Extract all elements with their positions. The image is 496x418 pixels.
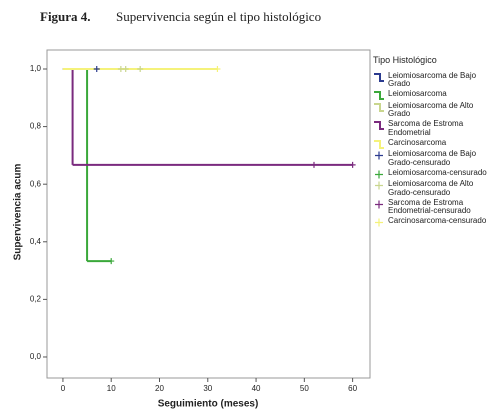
y-tick-label: 0,8 <box>30 122 42 131</box>
x-tick-label: 10 <box>107 384 116 393</box>
x-tick-label: 50 <box>300 384 309 393</box>
legend-label: Leiomiosarcoma de Bajo Grado <box>388 70 477 89</box>
legend-entry: Leiomiosarcoma <box>373 89 491 101</box>
legend-entry: Carcinosarcoma-censurado <box>373 217 491 227</box>
legend: Tipo Histológico Leiomiosarcoma de Bajo … <box>373 56 491 229</box>
censor-mark <box>93 66 100 73</box>
legend-symbol <box>374 121 384 131</box>
legend-entry: Sarcoma de Estroma Endometrial-censurado <box>373 197 491 216</box>
legend-entry: Leiomiosarcoma de Bajo Grado <box>373 70 491 89</box>
plot-area <box>46 49 371 379</box>
legend-swatch <box>374 139 384 149</box>
y-tick-label: 1,0 <box>30 64 42 73</box>
x-tick-label: 30 <box>203 384 212 393</box>
legend-label: Leiomiosarcoma de Alto Grado-censurado <box>388 179 474 197</box>
x-tick-label: 40 <box>252 384 261 393</box>
legend-swatch <box>375 200 383 209</box>
x-axis-label: Seguimiento (meses) <box>158 399 259 410</box>
legend-label: Sarcoma de Estroma Endometrial-censurado <box>388 197 471 216</box>
legend-entry: Sarcoma de Estroma Endometrial <box>373 119 491 137</box>
y-tick-label: 0,2 <box>30 294 42 303</box>
x-tick-label: 60 <box>348 384 357 393</box>
y-axis-label: Supervivencia acum <box>13 164 24 261</box>
censor-mark <box>214 66 221 73</box>
legend-symbol <box>374 102 384 112</box>
legend-symbol <box>375 200 383 209</box>
legend-label: Leiomiosarcoma de Bajo Grado-censurado <box>388 149 477 167</box>
censor-mark <box>310 161 317 168</box>
y-tick-label: 0,0 <box>30 352 42 361</box>
x-tick-label: 0 <box>61 384 66 393</box>
legend-symbol <box>374 91 384 101</box>
legend-symbol <box>374 139 384 149</box>
legend-label: Leiomiosarcoma de Alto Grado <box>388 100 474 119</box>
y-tick-label: 0,6 <box>30 179 42 188</box>
legend-entry: Leiomiosarcoma de Alto Grado-censurado <box>373 179 491 197</box>
x-tick-label: 20 <box>155 384 164 393</box>
legend-swatch <box>374 91 384 101</box>
chart-title: Supervivencia según el tipo histológico <box>116 9 321 24</box>
censor-mark <box>137 66 144 73</box>
legend-label: Carcinosarcoma-censurado <box>388 216 487 226</box>
legend-label: Sarcoma de Estroma Endometrial <box>388 119 464 137</box>
legend-symbol <box>375 170 383 179</box>
legend-swatch <box>374 121 384 131</box>
legend-symbol <box>374 72 384 82</box>
legend-entry: Carcinosarcoma <box>373 137 491 149</box>
legend-symbol <box>375 151 383 160</box>
censor-mark <box>122 66 129 73</box>
legend-entry: Leiomiosarcoma de Alto Grado <box>373 100 491 119</box>
legend-swatch <box>375 170 383 179</box>
figure-label: Figura 4. <box>40 9 91 24</box>
legend-swatch <box>375 151 383 160</box>
legend-symbol <box>375 181 383 190</box>
legend-entry: Leiomiosarcoma de Bajo Grado-censurado <box>373 149 491 167</box>
legend-label: Carcinosarcoma <box>388 137 447 147</box>
legend-swatch <box>374 72 384 82</box>
legend-title: Tipo Histológico <box>373 55 437 65</box>
legend-swatch <box>375 218 383 227</box>
legend-swatch <box>374 102 384 112</box>
legend-swatch <box>375 181 383 190</box>
legend-entry: Leiomiosarcoma-censurado <box>373 167 491 179</box>
censor-mark <box>349 161 356 168</box>
y-tick-label: 0,4 <box>30 237 42 246</box>
legend-symbol <box>375 218 383 227</box>
legend-label: Leiomiosarcoma-censurado <box>388 167 487 177</box>
censor-mark <box>108 258 115 265</box>
legend-label: Leiomiosarcoma <box>388 89 447 99</box>
